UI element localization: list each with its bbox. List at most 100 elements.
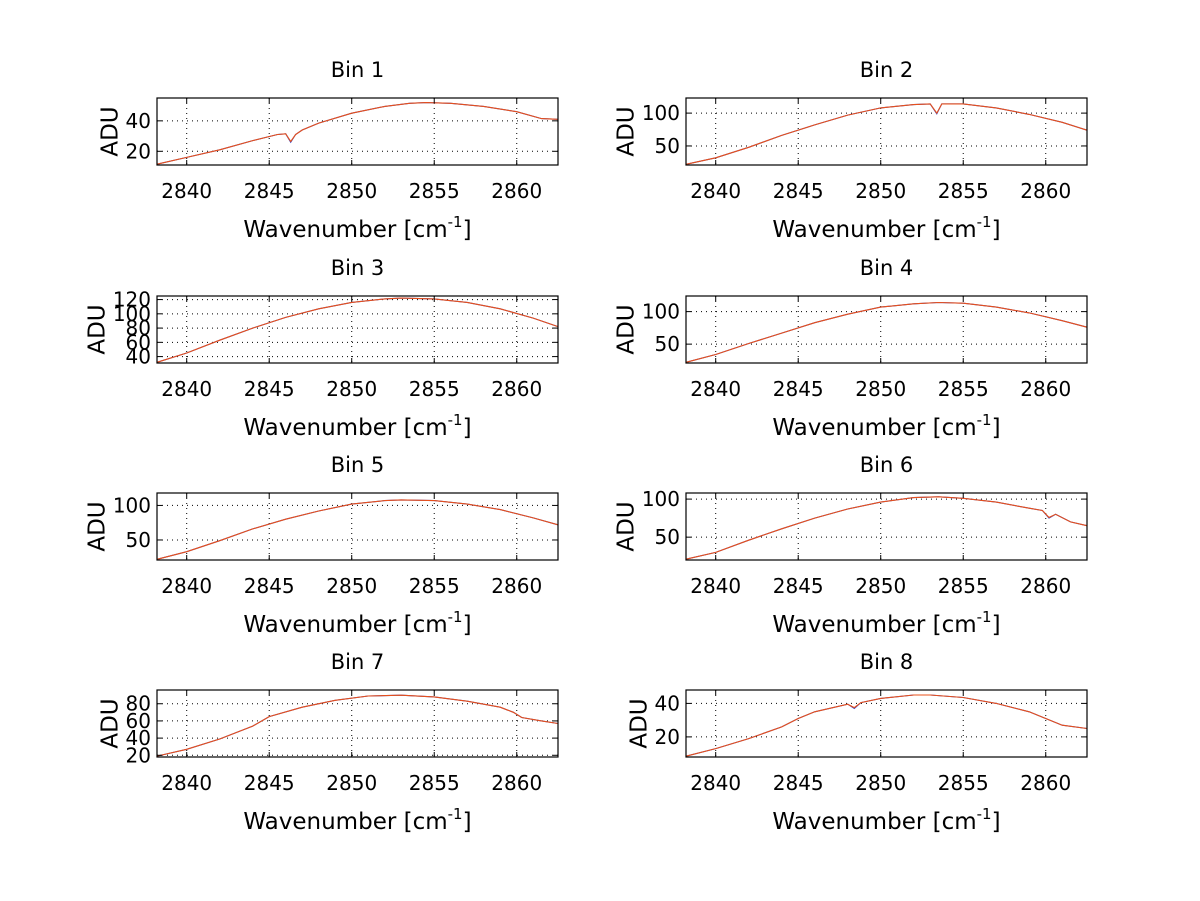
x-tick-label: 2845 <box>244 179 295 203</box>
series-line-model <box>156 102 559 165</box>
y-tick-label: 20 <box>126 139 151 163</box>
x-tick-label: 2840 <box>161 574 212 598</box>
subplot-bin-5: 2840 2845 2850 2855 2860 50 100 Bin 5 Wavenumber… <box>85 453 559 638</box>
x-axis-label-exponent: -1 <box>977 213 992 231</box>
x-tick-label: 2850 <box>855 179 906 203</box>
x-axis-label-end: ] <box>992 217 1001 243</box>
axes-frame <box>156 295 559 364</box>
x-axis-label-exponent: -1 <box>977 411 992 429</box>
x-tick-label: 2840 <box>161 771 212 795</box>
x-tick-label: 2845 <box>773 771 824 795</box>
series-line-measured <box>156 694 559 757</box>
x-tick-label: 2840 <box>690 179 741 203</box>
y-tick-label: 60 <box>126 330 151 354</box>
x-tick-label: 2850 <box>855 377 906 401</box>
y-tick-label: 40 <box>126 109 151 133</box>
x-axis-label-main: Wavenumber [cm <box>772 217 976 243</box>
x-axis-label-exponent: -1 <box>448 805 463 823</box>
x-axis-label-end: ] <box>463 612 472 638</box>
y-axis-label: ADU <box>85 304 111 354</box>
y-tick-label: 40 <box>126 345 151 369</box>
x-axis-label-main: Wavenumber [cm <box>243 217 447 243</box>
x-axis-label-end: ] <box>992 612 1001 638</box>
series-line-measured <box>685 694 1088 757</box>
y-tick-label: 100 <box>642 101 680 125</box>
y-tick-label: 50 <box>126 528 151 552</box>
series-line-measured <box>685 496 1088 560</box>
x-axis-label-exponent: -1 <box>448 411 463 429</box>
x-axis-label-exponent: -1 <box>977 805 992 823</box>
y-axis-label: ADU <box>614 304 640 354</box>
subplot-title: Bin 3 <box>331 256 385 280</box>
x-axis-label: Wavenumber [cm-1] <box>772 805 1000 835</box>
y-tick-label: 20 <box>126 743 151 767</box>
y-tick-label: 20 <box>655 725 680 749</box>
subplot-bin-6: 2840 2845 2850 2855 2860 50 100 Bin 6 Wavenumber… <box>614 453 1088 638</box>
x-tick-label: 2840 <box>161 377 212 401</box>
x-tick-label: 2840 <box>690 574 741 598</box>
x-tick-label: 2840 <box>161 179 212 203</box>
x-tick-label: 2860 <box>1020 771 1071 795</box>
axes-frame <box>685 295 1088 364</box>
series-line-model <box>685 694 1088 757</box>
y-tick-label: 100 <box>642 487 680 511</box>
x-tick-label: 2850 <box>326 574 377 598</box>
x-tick-label: 2860 <box>491 179 542 203</box>
x-axis-label-exponent: -1 <box>448 213 463 231</box>
x-axis-label: Wavenumber [cm-1] <box>243 213 471 243</box>
x-axis-label: Wavenumber [cm-1] <box>772 411 1000 441</box>
x-tick-label: 2845 <box>773 377 824 401</box>
x-tick-label: 2845 <box>244 771 295 795</box>
axes-frame <box>685 689 1088 758</box>
series-line-measured <box>156 297 559 363</box>
x-tick-label: 2850 <box>326 771 377 795</box>
subplot-title: Bin 6 <box>860 453 914 477</box>
x-tick-label: 2855 <box>938 377 989 401</box>
y-axis-label: ADU <box>614 106 640 156</box>
x-axis-label-main: Wavenumber [cm <box>772 809 976 835</box>
x-tick-label: 2850 <box>855 771 906 795</box>
subplot-bin-4: 2840 2845 2850 2855 2860 50 100 Bin 4 Wavenumber… <box>614 256 1088 441</box>
x-tick-label: 2860 <box>1020 179 1071 203</box>
x-tick-label: 2850 <box>326 179 377 203</box>
x-axis-label-main: Wavenumber [cm <box>772 415 976 441</box>
subplot-title: Bin 8 <box>860 650 914 674</box>
series-line-model <box>156 499 559 560</box>
subplot-title: Bin 7 <box>331 650 385 674</box>
x-tick-label: 2850 <box>855 574 906 598</box>
x-axis-label: Wavenumber [cm-1] <box>243 805 471 835</box>
y-axis-label: ADU <box>97 698 123 748</box>
subplot-bin-8: 2840 2845 2850 2855 2860 20 40 Bin 8 Wavenumber … <box>626 650 1088 835</box>
axes-frame <box>685 492 1088 561</box>
y-tick-label: 100 <box>642 300 680 324</box>
x-axis-label-main: Wavenumber [cm <box>243 809 447 835</box>
y-axis-label: ADU <box>614 501 640 551</box>
x-axis-label: Wavenumber [cm-1] <box>243 608 471 638</box>
x-tick-label: 2850 <box>326 377 377 401</box>
series-line-model <box>156 694 559 757</box>
x-tick-label: 2860 <box>1020 377 1071 401</box>
axes-frame <box>156 689 559 758</box>
x-axis-label-exponent: -1 <box>448 608 463 626</box>
y-tick-label: 80 <box>126 316 151 340</box>
subplot-title: Bin 1 <box>331 58 385 82</box>
x-tick-label: 2860 <box>491 771 542 795</box>
x-axis-label: Wavenumber [cm-1] <box>243 411 471 441</box>
y-tick-label: 50 <box>655 525 680 549</box>
x-tick-label: 2845 <box>244 574 295 598</box>
axes-frame <box>156 492 559 561</box>
y-tick-label: 100 <box>113 302 151 326</box>
x-axis-label-end: ] <box>992 809 1001 835</box>
series-line-model <box>156 297 559 363</box>
y-axis-label: ADU <box>97 106 123 156</box>
x-tick-label: 2855 <box>938 179 989 203</box>
x-axis-label-end: ] <box>463 415 472 441</box>
subplot-title: Bin 4 <box>860 256 914 280</box>
x-axis-label: Wavenumber [cm-1] <box>772 213 1000 243</box>
x-tick-label: 2855 <box>409 377 460 401</box>
series-line-model <box>685 103 1088 165</box>
y-axis-label: ADU <box>626 698 652 748</box>
x-tick-label: 2840 <box>690 771 741 795</box>
x-tick-label: 2860 <box>1020 574 1071 598</box>
